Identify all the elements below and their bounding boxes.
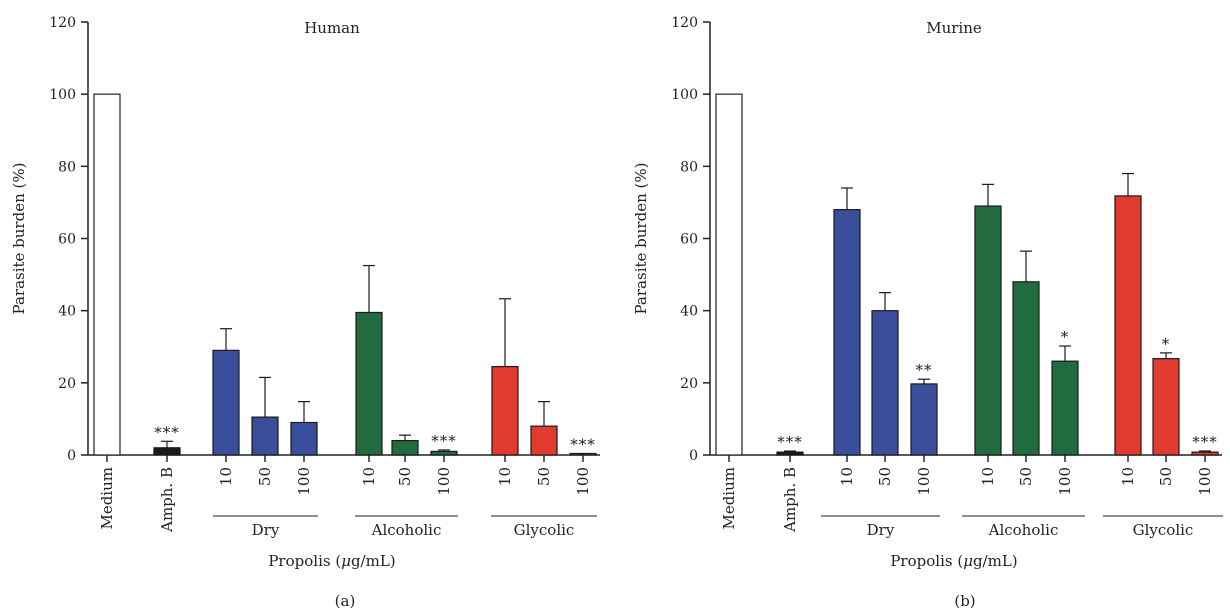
panel-label: (b): [954, 592, 975, 610]
category-label: 10: [360, 467, 378, 486]
y-tick-label: 20: [58, 376, 76, 392]
y-tick-label: 40: [680, 304, 698, 320]
y-tick-label: 100: [49, 87, 76, 103]
bar: [871, 310, 899, 456]
bar: [1012, 281, 1040, 456]
chart-panel-b: 0 20 40 60 80 100 120 Parasite burden (%) Murine…: [632, 15, 1223, 610]
y-tick-label: 0: [689, 448, 698, 464]
x-axis-title: Propolis (μg/mL): [890, 552, 1017, 570]
category-label: 100: [1196, 467, 1214, 496]
significance-marker: *: [1162, 335, 1171, 353]
bar: [776, 451, 804, 456]
category-label: 100: [574, 467, 592, 496]
bar: [1114, 195, 1142, 456]
y-tick-label: 20: [680, 376, 698, 392]
panel-title: Murine: [926, 19, 982, 37]
bar: [93, 93, 121, 456]
panel-label: (a): [335, 592, 356, 610]
bar: [212, 349, 240, 456]
bar: [491, 365, 519, 456]
y-tick-label: 60: [680, 232, 698, 248]
bar: [715, 93, 743, 456]
bar: [1051, 360, 1079, 456]
y-axis-title: Parasite burden (%): [632, 163, 650, 315]
category-label: 100: [1056, 467, 1074, 496]
group-label: Glycolic: [514, 521, 575, 539]
y-tick-label: 80: [680, 159, 698, 175]
category-label: 50: [876, 467, 894, 486]
x-axis-title: Propolis (μg/mL): [268, 552, 395, 570]
bar: [1152, 358, 1180, 456]
significance-marker: ***: [777, 433, 803, 451]
y-tick-label: 100: [671, 87, 698, 103]
group-label: Alcoholic: [988, 521, 1059, 539]
category-label: 10: [496, 467, 514, 486]
significance-marker: ***: [1192, 433, 1218, 451]
category-label: Amph. B: [158, 467, 176, 533]
significance-marker: ***: [431, 432, 457, 450]
category-label: 10: [1119, 467, 1137, 486]
bar: [430, 450, 458, 456]
bar: [910, 383, 938, 456]
chart-panel-a: 0 20 40 60 80 100 120 Parasite burden (%) Human M…: [10, 15, 600, 610]
bar: [153, 447, 181, 456]
y-axis-title: Parasite burden (%): [10, 163, 28, 315]
y-tick-label: 60: [58, 232, 76, 248]
y-tick-label: 0: [67, 448, 76, 464]
category-label: 50: [535, 467, 553, 486]
bar: [391, 439, 419, 456]
category-label: 50: [1157, 467, 1175, 486]
panel-title: Human: [304, 19, 360, 37]
category-label: 100: [435, 467, 453, 496]
category-label: 50: [1017, 467, 1035, 486]
bar: [355, 311, 383, 456]
bar: [290, 421, 318, 456]
category-label: Medium: [720, 467, 738, 530]
category-label: 10: [217, 467, 235, 486]
category-label: Medium: [98, 467, 116, 530]
y-tick-label: 80: [58, 159, 76, 175]
bar: [1191, 451, 1219, 456]
bar: [974, 205, 1002, 456]
significance-marker: **: [916, 361, 933, 379]
y-tick-label: 120: [49, 15, 76, 31]
group-label: Dry: [867, 521, 895, 539]
y-tick-label: 40: [58, 304, 76, 320]
category-label: 50: [396, 467, 414, 486]
category-label: Amph. B: [781, 467, 799, 533]
category-label: 10: [838, 467, 856, 486]
bar: [251, 416, 279, 456]
significance-marker: *: [1061, 328, 1070, 346]
group-label: Alcoholic: [371, 521, 442, 539]
category-label: 50: [256, 467, 274, 486]
significance-marker: ***: [154, 423, 180, 441]
bar: [530, 425, 558, 456]
category-label: 10: [979, 467, 997, 486]
group-label: Dry: [252, 521, 280, 539]
bar: [833, 209, 861, 456]
category-label: 100: [915, 467, 933, 496]
y-tick-label: 120: [671, 15, 698, 31]
category-label: 100: [295, 467, 313, 496]
group-label: Glycolic: [1133, 521, 1194, 539]
significance-marker: ***: [570, 436, 596, 454]
